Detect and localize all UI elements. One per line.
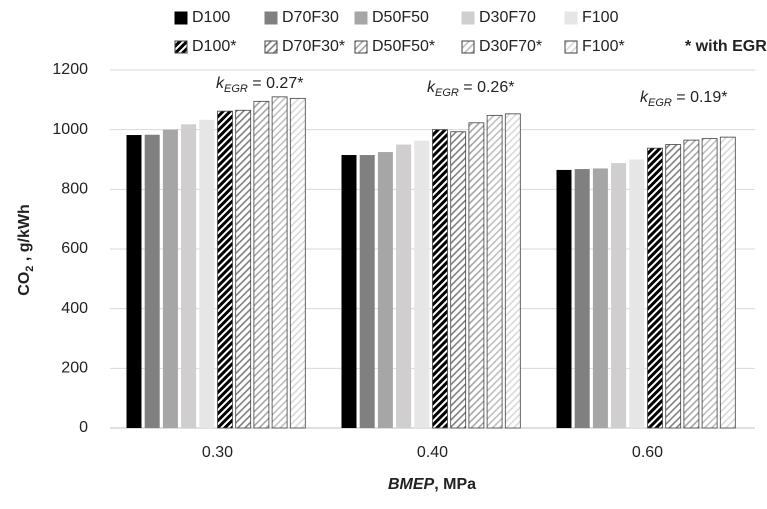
bar: [181, 124, 197, 429]
annotation: kEGR = 0.26*: [427, 79, 514, 99]
legend-swatch: [174, 40, 188, 54]
legend-swatch: [461, 11, 475, 25]
legend-label: D50F50: [372, 9, 429, 26]
legend-label: D70F30: [282, 9, 339, 26]
bar: [341, 155, 357, 428]
bar: [359, 155, 375, 428]
x-tick-label: 0.30: [202, 444, 233, 461]
legend-note: * with EGR: [685, 38, 767, 55]
bar: [199, 119, 215, 429]
bar: [450, 131, 467, 429]
y-axis-title: CO2 , g/kWh: [16, 204, 36, 295]
bar: [377, 152, 393, 428]
bar: [629, 159, 645, 428]
legend-swatch: [354, 40, 368, 54]
legend-label: D50F50*: [372, 38, 435, 55]
legend-swatch: [564, 11, 578, 25]
y-tick-label: 800: [61, 181, 88, 198]
bar: [574, 169, 590, 428]
bar: [432, 129, 448, 429]
x-tick-label: 0.60: [632, 444, 663, 461]
y-tick-label: 200: [61, 360, 88, 377]
legend-swatch: [264, 40, 278, 54]
bar: [162, 129, 178, 428]
annotation: kEGR = 0.27*: [216, 75, 303, 95]
bar: [217, 110, 233, 429]
legend-swatch: [564, 40, 578, 54]
x-tick-label: 0.40: [417, 444, 448, 461]
y-tick-label: 600: [61, 240, 88, 257]
bar: [235, 109, 252, 429]
legend-label: D30F70*: [479, 38, 542, 55]
y-tick-label: 400: [61, 300, 88, 317]
bar: [719, 136, 736, 429]
legend-swatch: [264, 11, 278, 25]
y-tick-label: 1200: [52, 61, 88, 78]
bar: [647, 147, 663, 429]
legend-label: D30F70: [479, 9, 536, 26]
legend-swatch: [174, 11, 188, 25]
bar: [144, 134, 160, 428]
bar: [396, 144, 412, 429]
bar: [683, 139, 700, 429]
bar: [468, 122, 485, 429]
legend-swatch: [354, 11, 368, 25]
bar: [271, 96, 288, 429]
legend-label: D100: [192, 9, 230, 26]
legend-label: D100*: [192, 38, 236, 55]
bar: [556, 169, 572, 429]
bar: [289, 97, 306, 429]
y-tick-label: 1000: [52, 121, 88, 138]
bar: [611, 163, 627, 428]
legend-swatch: [461, 40, 475, 54]
legend-label: F100: [582, 9, 619, 26]
bar: [414, 140, 430, 428]
x-axis-title: BMEP, MPa: [388, 476, 476, 493]
bar: [665, 144, 682, 429]
legend-label: F100*: [582, 38, 625, 55]
bar: [701, 138, 718, 429]
bar: [253, 100, 270, 429]
bar: [486, 114, 503, 429]
y-tick-label: 0: [79, 419, 88, 436]
bar: [504, 113, 521, 429]
annotation: kEGR = 0.19*: [640, 89, 727, 109]
legend-label: D70F30*: [282, 38, 345, 55]
bar: [126, 135, 142, 428]
bar: [592, 168, 608, 428]
